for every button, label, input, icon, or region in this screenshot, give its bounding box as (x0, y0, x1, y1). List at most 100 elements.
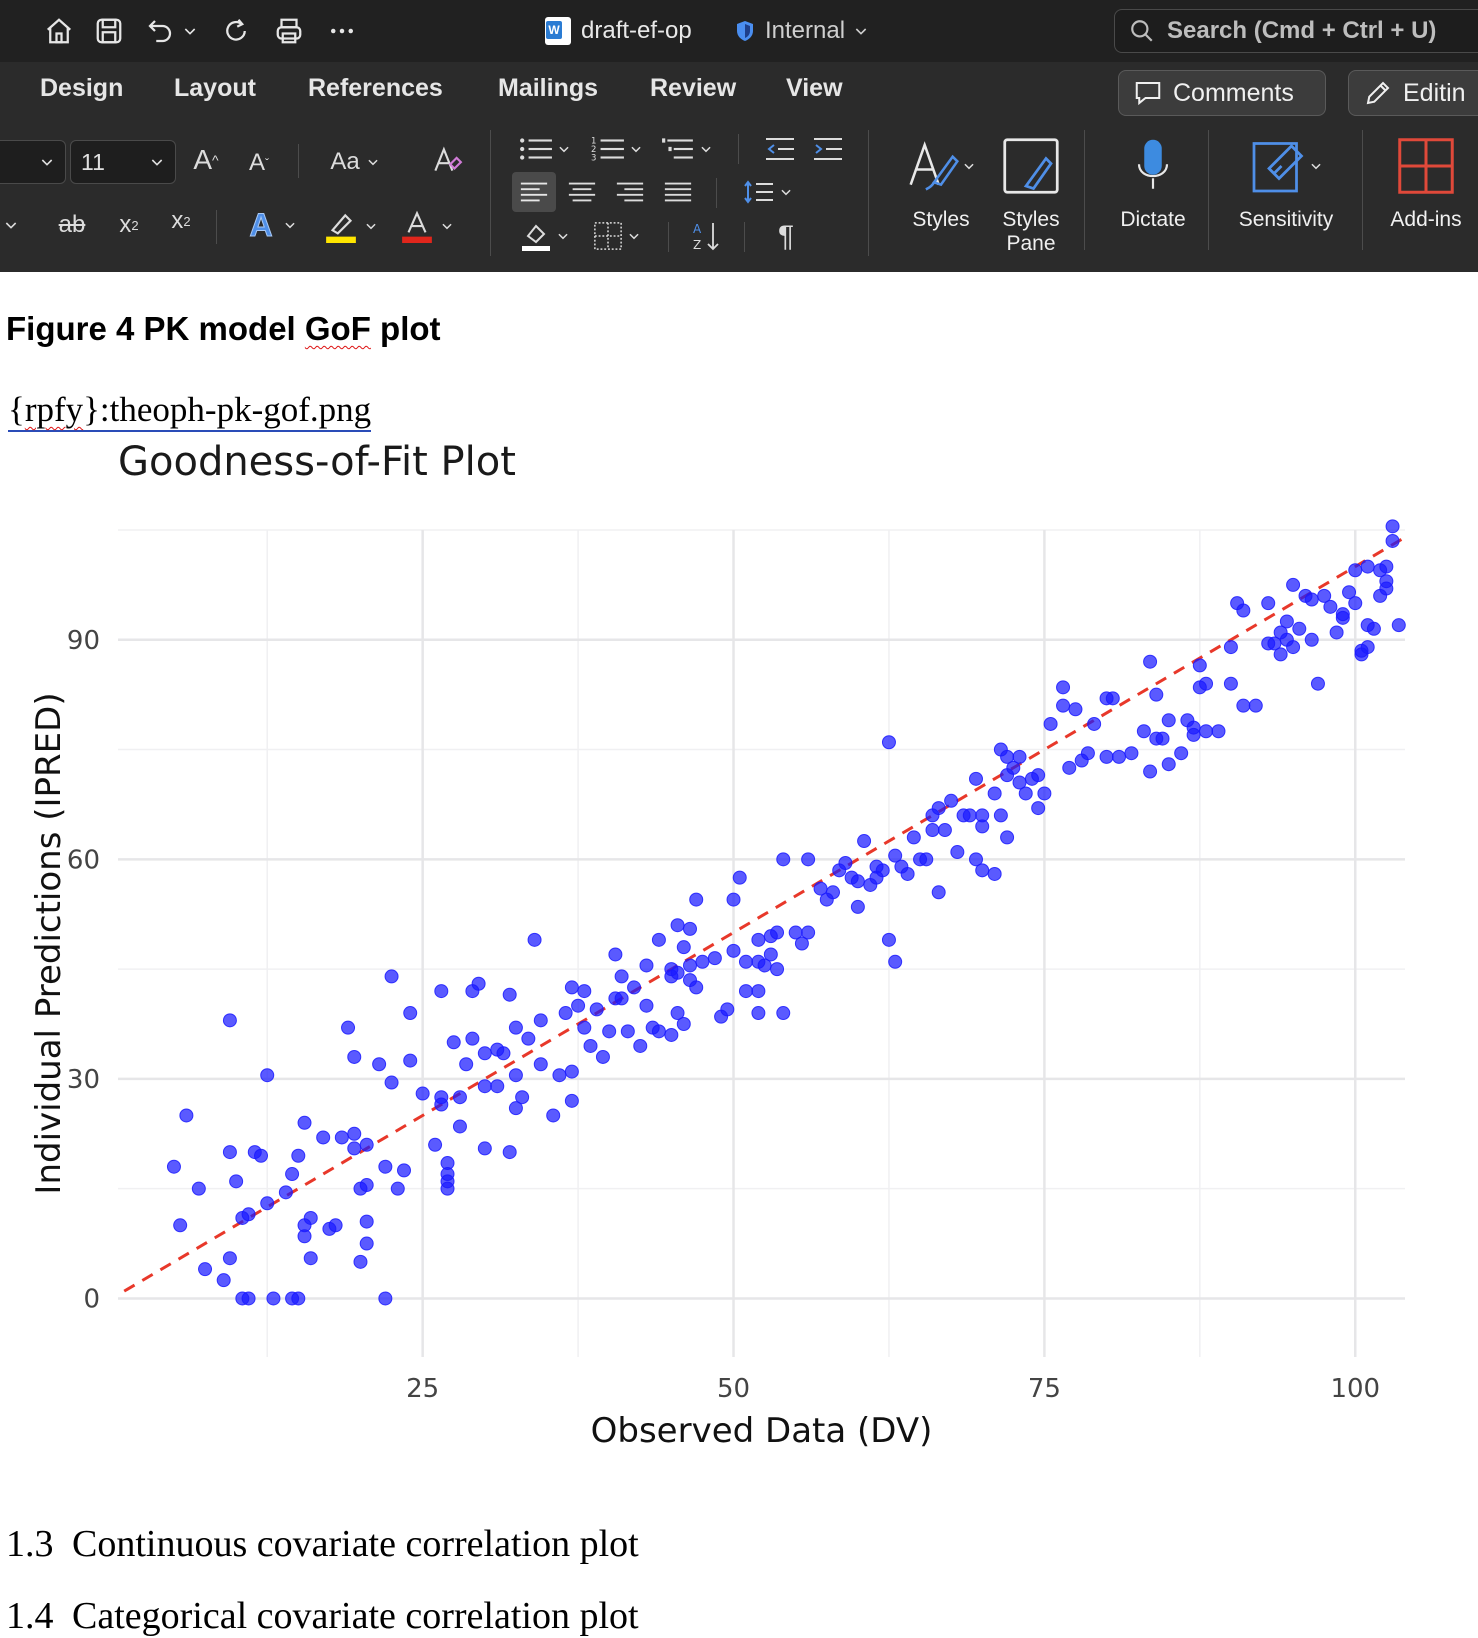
data-point (241, 1207, 256, 1222)
data-point (1385, 533, 1400, 548)
data-point (950, 845, 965, 860)
tab-layout[interactable]: Layout (174, 74, 256, 102)
data-point (801, 925, 816, 940)
sensitivity-button[interactable]: Sensitivity (1228, 132, 1344, 232)
styles-button[interactable]: Styles (898, 132, 984, 232)
data-point (931, 885, 946, 900)
data-point (515, 1090, 530, 1105)
data-point (446, 1035, 461, 1050)
data-point (1360, 640, 1375, 655)
text-effects-icon: A (249, 206, 273, 243)
align-left-icon[interactable] (512, 172, 556, 212)
tab-references[interactable]: References (308, 74, 443, 102)
data-point (341, 1020, 356, 1035)
comments-button[interactable]: Comments (1118, 70, 1326, 116)
clear-formatting-icon[interactable] (426, 140, 466, 180)
undo-dropdown-chevron-icon[interactable] (180, 14, 200, 48)
home-icon[interactable] (42, 14, 76, 48)
bullet-list-icon (520, 138, 552, 160)
data-point (1062, 760, 1077, 775)
data-point (577, 1020, 592, 1035)
data-point (987, 866, 1002, 881)
strikethrough-icon[interactable]: ab (58, 211, 86, 238)
data-point (751, 1006, 766, 1021)
add-ins-label: Add-ins (1390, 208, 1462, 231)
data-point (222, 1251, 237, 1266)
font-size-value: 11 (81, 148, 105, 175)
data-point (931, 801, 946, 816)
add-ins-button[interactable]: Add-ins (1378, 132, 1474, 232)
data-point (770, 962, 785, 977)
data-point (888, 954, 903, 969)
justify-icon[interactable] (658, 174, 698, 210)
chevron-down-icon (368, 159, 378, 166)
document-title[interactable]: draft-ef-op (545, 14, 692, 48)
data-point (527, 932, 542, 947)
data-point (1192, 658, 1207, 673)
show-formatting-marks-icon[interactable]: ¶ (777, 220, 795, 253)
tab-design[interactable]: Design (40, 74, 124, 102)
sensitivity-label[interactable]: Internal (733, 14, 869, 48)
increase-indent-icon[interactable] (810, 132, 846, 166)
underline-dropdown-chevron-icon[interactable] (0, 208, 26, 242)
data-point (801, 852, 816, 867)
tab-mailings[interactable]: Mailings (498, 74, 599, 102)
styles-pane-label-1: Styles (1002, 208, 1060, 231)
data-point (1149, 687, 1164, 702)
data-point (608, 947, 623, 962)
search-placeholder: Search (Cmd + Ctrl + U) (1167, 17, 1437, 44)
more-options-icon[interactable] (325, 14, 359, 48)
line-spacing-button[interactable] (736, 172, 800, 212)
y-axis-label: Individual Predictions (IPRED) (29, 692, 69, 1194)
separator (490, 130, 491, 256)
tab-view[interactable]: View (786, 74, 843, 102)
chart-title: Goodness-of-Fit Plot (118, 439, 516, 485)
sensitivity-icon (1249, 132, 1323, 200)
redo-icon[interactable] (219, 14, 253, 48)
data-point (826, 885, 840, 900)
decrease-indent-icon[interactable] (762, 132, 798, 166)
data-point (571, 998, 586, 1013)
data-point (838, 855, 853, 870)
data-point (378, 1291, 393, 1306)
tab-review[interactable]: Review (650, 74, 737, 102)
shading-button[interactable] (514, 216, 576, 256)
data-point (1136, 724, 1151, 739)
svg-text:2: 2 (591, 145, 596, 155)
print-icon[interactable] (272, 14, 306, 48)
bullets-button[interactable] (514, 132, 576, 166)
change-case-button[interactable]: Aa (322, 144, 388, 180)
editing-button[interactable]: Editin (1348, 70, 1478, 116)
data-point (1248, 698, 1263, 713)
data-point (689, 980, 704, 995)
grow-font-icon[interactable]: A ^ (193, 144, 219, 175)
data-point (384, 1075, 399, 1090)
multilevel-list-button[interactable] (656, 132, 718, 166)
font-color-button[interactable] (392, 206, 462, 246)
undo-icon[interactable] (143, 14, 177, 48)
multilevel-list-icon (662, 138, 693, 159)
font-name-dropdown[interactable] (0, 140, 66, 184)
dictate-button[interactable]: Dictate (1104, 132, 1202, 232)
ribbon-tabs: Design Layout References Mailings Review… (0, 62, 1478, 122)
borders-button[interactable] (584, 216, 650, 256)
align-right-icon[interactable] (610, 174, 650, 210)
highlight-color-button[interactable] (316, 206, 386, 246)
search-input[interactable]: Search (Cmd + Ctrl + U) (1114, 9, 1478, 53)
align-center-icon[interactable] (562, 174, 602, 210)
data-point (695, 954, 710, 969)
font-size-dropdown[interactable]: 11 (70, 140, 176, 184)
data-point (1143, 764, 1158, 779)
caption-suffix: plot (370, 310, 441, 347)
styles-pane-button[interactable]: Styles Pane (988, 132, 1074, 256)
text-effects-button[interactable]: A (238, 206, 308, 244)
identity-reference-line (123, 536, 1406, 1293)
save-icon[interactable] (92, 14, 126, 48)
document-page[interactable]: Figure 4 PK model GoF plot {rpfy}:theoph… (0, 272, 1478, 1637)
image-field-code[interactable]: {rpfy}:theoph-pk-gof.png (8, 390, 372, 432)
